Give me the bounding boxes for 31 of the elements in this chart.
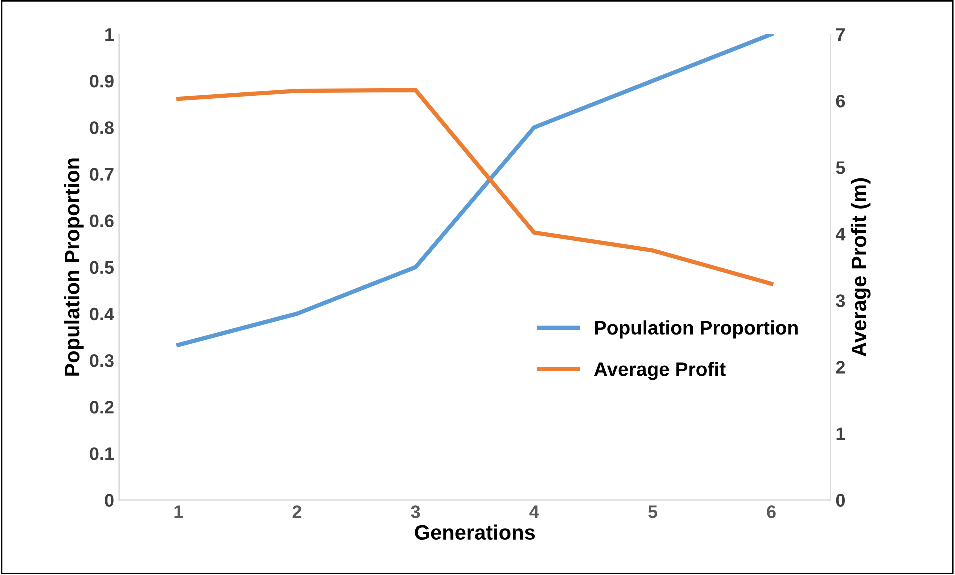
x-tick-label: 5: [648, 506, 658, 518]
legend-label: Population Proportion: [595, 320, 798, 339]
y-tick-label: 0.4: [90, 308, 114, 321]
y-tick-label: 0.7: [90, 168, 114, 181]
y2-tick-label: 5: [836, 162, 846, 174]
y-tick-label: 0.9: [90, 75, 114, 88]
y2-tick-label: 0: [836, 494, 846, 507]
y-tick-label: 0.5: [90, 261, 114, 274]
y2-tick-label: 6: [836, 94, 846, 108]
x-tick-label: 1: [174, 506, 184, 518]
y-tick-label: 0.3: [90, 354, 114, 368]
y-axis-title: Population Proportion: [64, 158, 84, 376]
y2-tick-label: 2: [836, 361, 846, 374]
y-tick-label: 0.1: [90, 448, 114, 460]
y-tick-label: 0.8: [90, 122, 114, 134]
y2-tick-label: 4: [836, 228, 846, 241]
x-tick-label: 6: [767, 506, 776, 518]
y-tick-label: 0.6: [90, 214, 114, 228]
y2-tick-label: 7: [836, 28, 845, 42]
y2-tick-label: 1: [836, 428, 846, 440]
y-tick-label: 1: [106, 28, 114, 42]
y-tick-label: 0.2: [90, 401, 114, 414]
x-axis-title: Generations: [415, 524, 536, 540]
y-tick-label: 0: [105, 494, 114, 507]
y2-tick-label: 3: [836, 294, 846, 308]
x-tick-label: 4: [530, 506, 540, 518]
x-tick-label: 2: [292, 506, 302, 518]
line-series: [176, 88, 774, 286]
y2-axis-title: Average Profit (m): [851, 178, 871, 357]
legend-label: Average Profit: [594, 362, 726, 380]
x-tick-label: 3: [411, 506, 420, 518]
